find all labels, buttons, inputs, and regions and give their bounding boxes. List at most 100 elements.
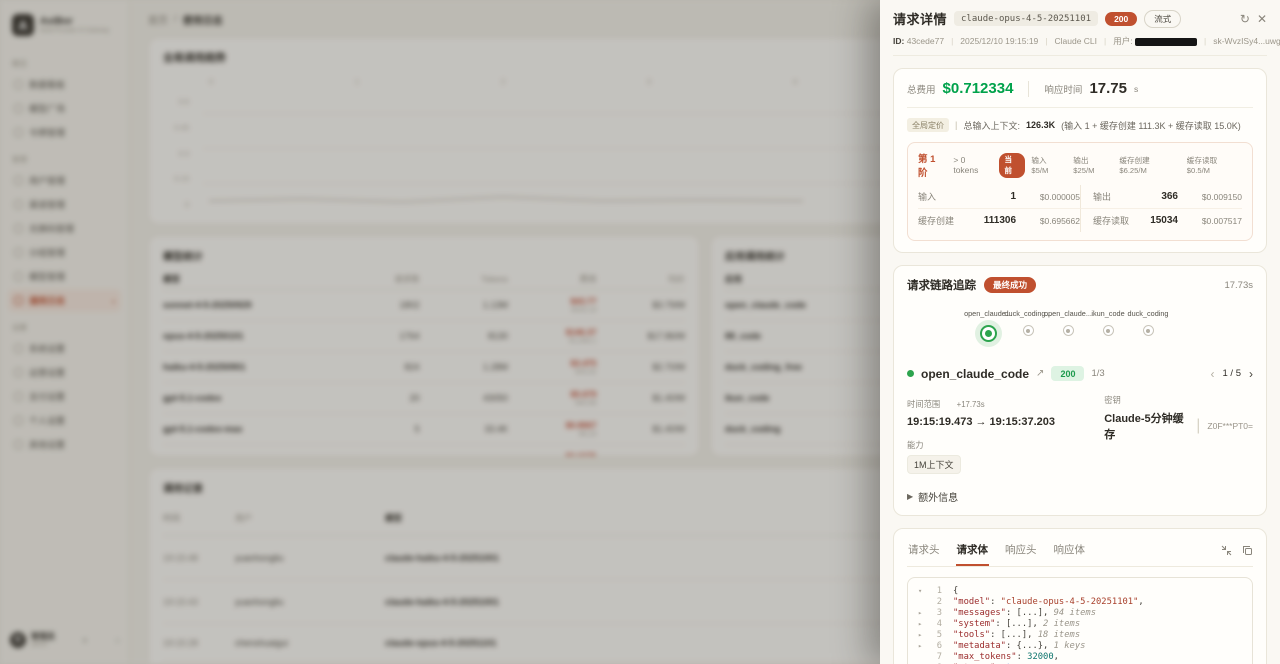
avatar[interactable]: 管 [10,631,26,648]
cost-card: 总费用 $0.712334 响应时间 17.75 s 全局定价 | 总输入上下文… [893,68,1267,253]
code-content: "system": [...], 2 items [953,619,1080,630]
sidebar-item-运营设置[interactable]: 运营设置 [8,361,121,384]
theme-toggle-icon[interactable]: ◐ [82,634,89,645]
next-page-icon[interactable]: › [1249,366,1253,381]
sidebar-item-模型管理[interactable]: 模型管理 [8,265,121,288]
model-stats-table: 模型统计 模型 请求数 Tokens 费用 均价 sonnet-4-5-20250929 18… [148,235,700,457]
sidebar-item-label: 支付设置 [29,392,66,402]
trace-node-circle-icon [1022,325,1034,336]
table-row: opus-4-5-20250101 1764 8130 $146.37 ¥1,054.1… [163,321,685,352]
trace-node-dot-icon [1026,328,1030,333]
sidebar-group-header: 管理 [12,155,27,164]
trace-node-circle-icon [1102,325,1114,336]
cell-main: claude-opus-4-5-20251101 [385,637,497,648]
extra-info-toggle[interactable]: ▶ 额外信息 [907,489,1253,504]
fold-toggle-icon[interactable]: ▾ [918,587,923,595]
token-stat-value: 15034 [1150,215,1178,226]
extra-info-label: 额外信息 [918,493,959,504]
table-cell: 19:15:43 [163,597,235,607]
sidebar-item-分组管理[interactable]: 分组管理 [8,241,121,264]
context-detail: (输入 1 + 缓存创建 111.3K + 缓存读取 15.0K) [1061,120,1241,131]
sidebar-item-icon [14,368,23,377]
collapse-icon[interactable] [1221,545,1232,556]
fold-toggle-icon[interactable]: ▸ [918,631,923,639]
column-header: 用户 [235,513,253,523]
token-stat-label: 缓存创建 [918,216,955,226]
sidebar-item-调用日志[interactable]: 调用日志 › [8,289,121,312]
trace-node[interactable]: open_claude... [1044,309,1092,342]
refresh-icon[interactable]: ↻ [1239,11,1250,26]
sidebar-item-label: 模型广场 [29,104,66,114]
sidebar-footer: 管 管理员 admin ◐ › [8,625,121,654]
fold-toggle-icon[interactable]: ▸ [918,620,923,628]
sidebar-item-用户管理[interactable]: 用户管理 [8,169,121,192]
x-tick: 3 [646,77,652,86]
sidebar-item-令牌管理[interactable]: 令牌管理 [8,121,121,144]
sidebar-item-数据看板[interactable]: 数据看板 [8,73,121,96]
table-title: 应用调用统计 [725,252,785,263]
x-tick: 2 [500,77,506,86]
table-cell: claude-opus-4-5-20251101 [385,638,927,648]
sidebar-item-支付设置[interactable]: 支付设置 [8,385,121,408]
column-header: 模型 [385,513,403,523]
tab-响应体[interactable]: 响应体 [1053,540,1087,566]
code-token: : {...}, [1005,641,1054,651]
request-detail-drawer: 请求详情 claude-opus-4-5-20251101 200 流式 ↻ ✕… [880,0,1280,664]
status-code-badge: 200 [1105,11,1138,26]
trace-node[interactable]: duck_coding... [1004,309,1052,342]
code-token: "max_tokens" [953,652,1017,662]
trace-node[interactable]: ikun_code [1088,309,1128,342]
price-rate: 输入 $5/M [1031,156,1049,175]
trace-node[interactable]: duck_coding [1128,309,1169,342]
cell-main: $3.475 [570,358,597,368]
sidebar-group-header: 设置 [12,323,27,332]
sidebar-item-其他设置[interactable]: 其他设置 [8,433,121,456]
trace-title: 请求链路追踪 [907,280,976,292]
code-line: ▸ 4 "system": [...], 2 items [918,619,1242,630]
table-cell: gemini-3-pro-preview [163,455,331,456]
cell-main: yuanhongliu [235,552,284,563]
brand-subtitle: Multi-Provider AI Gateway [40,28,110,34]
external-link-icon[interactable]: ↗ [1036,368,1045,379]
code-content: "max_tokens": 32000, [953,652,1059,663]
fold-toggle-icon[interactable]: ▸ [918,642,923,650]
cell-sub: ¥40.89 [575,400,597,407]
sidebar-item-个人设置[interactable]: 个人设置 [8,409,121,432]
trace-card: 请求链路追踪 最终成功 17.73s open_claude... duck_co… [893,265,1267,516]
table-cell: 19:15:28 [163,638,235,648]
close-icon[interactable]: ✕ [1256,11,1267,26]
price-rate: 输出 $25/M [1073,156,1095,175]
code-token: "metadata" [953,641,1006,651]
sidebar-item-渠道管理[interactable]: 渠道管理 [8,193,121,216]
table-cell: opus-4-5-20250101 [163,331,244,341]
token-stat-cell: 缓存创建 111306 $0.695662 [918,208,1080,232]
collapse-sidebar-icon[interactable]: › [116,634,119,645]
table-cell: 15.80 [420,455,509,456]
line-number: 4 [936,619,942,629]
code-content: "tools": [...], 18 items [953,630,1080,641]
fold-toggle-icon[interactable]: ▸ [918,609,923,617]
sidebar-item-模型广场[interactable]: 模型广场 [8,97,121,120]
tab-请求头[interactable]: 请求头 [907,540,941,566]
breadcrumb-root[interactable]: 首页 [148,16,168,27]
prev-page-icon[interactable]: ‹ [1210,366,1215,381]
table-cell: claude-haiku-4-5-20251001 [385,553,927,563]
sidebar-item-系统设置[interactable]: 系统设置 [8,337,121,360]
cell-main: $0.8667 [565,420,597,430]
tab-请求体[interactable]: 请求体 [955,540,989,566]
price-rate: 缓存读取 $0.5/M [1186,156,1218,175]
token-stat-value: 366 [1161,191,1178,202]
trace-node[interactable]: open_claude... [964,309,1012,342]
tab-响应头[interactable]: 响应头 [1004,540,1038,566]
channel-name: open_claude_code [921,366,1030,381]
copy-icon[interactable] [1242,545,1253,556]
sidebar-item-兑换码管理[interactable]: 兑换码管理 [8,217,121,240]
user-name: 管理员 [31,632,55,641]
sidebar-item-label: 兑换码管理 [29,224,75,234]
request-meta: ID: 43cede77 | 2025/12/10 19:15:19 | Cla… [893,35,1280,56]
y-tick: 0.3 [178,148,189,158]
sidebar-item-icon [14,104,23,113]
table-cell: yuanhongliu [235,597,385,607]
sidebar-item-icon [14,176,23,185]
line-number: 6 [936,641,942,651]
